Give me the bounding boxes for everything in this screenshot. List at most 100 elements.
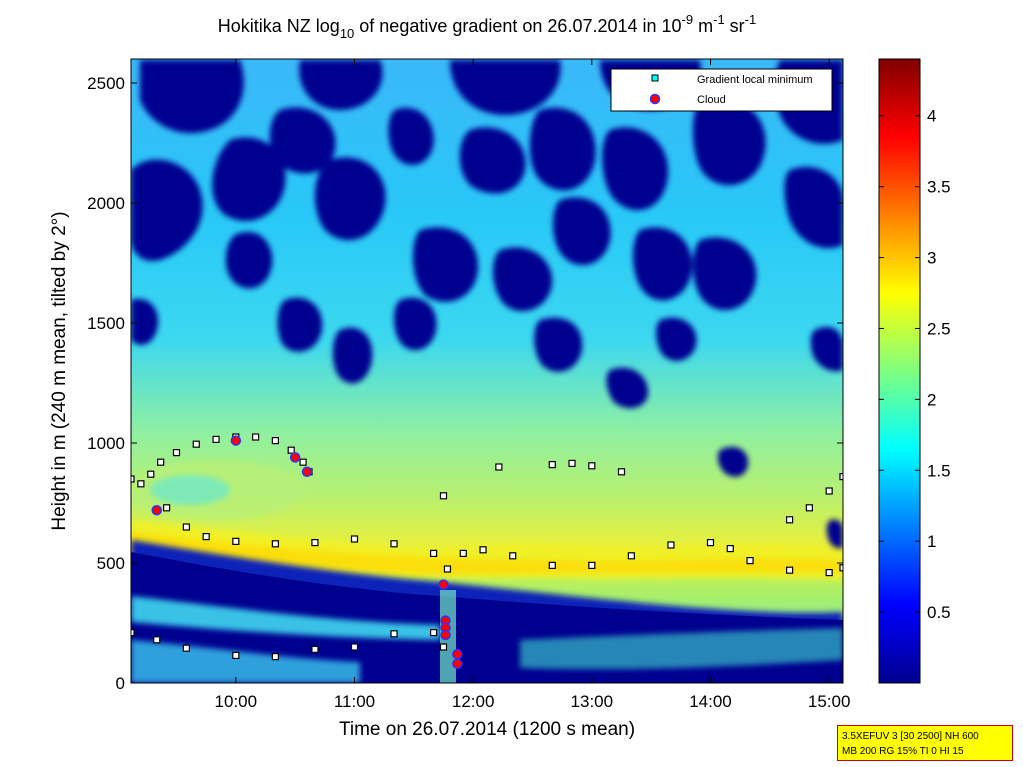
colorbar-tick-label: 2 <box>927 390 936 409</box>
y-tick-label: 2500 <box>87 74 125 93</box>
gradient-minimum-point <box>350 535 359 543</box>
info-line-1: 3.5XEFUV 3 [30 2500] NH 600 <box>842 731 979 742</box>
gradient-minimum-point <box>568 459 576 467</box>
gradient-minimum-point <box>157 458 165 466</box>
x-tick-label: 10:00 <box>215 692 258 711</box>
x-tick-label: 13:00 <box>571 692 614 711</box>
cloud-point <box>289 452 301 463</box>
colorbar-tick-label: 1 <box>927 532 936 551</box>
gradient-minimum-point <box>390 630 398 638</box>
gradient-minimum-point <box>588 561 596 570</box>
colorbar-tick-label: 3.5 <box>927 178 951 197</box>
gradient-minimum-point <box>548 461 556 469</box>
gradient-minimum-point <box>131 628 135 637</box>
gradient-minimum-point <box>390 540 398 548</box>
gradient-minimum-point <box>350 643 359 651</box>
x-tick-label: 14:00 <box>689 692 732 711</box>
colorbar-tick-label: 1.5 <box>927 461 951 480</box>
gradient-minimum-point <box>299 458 307 466</box>
gradient-minimum-point <box>706 538 715 547</box>
gradient-minimum-point <box>153 636 161 644</box>
gradient-minimum-point <box>548 561 556 570</box>
gradient-minimum-point <box>271 652 279 661</box>
gradient-minimum-point <box>443 565 452 573</box>
gradient-minimum-point <box>430 549 438 558</box>
cloud-point <box>151 504 162 516</box>
colorbar-tick-label: 3 <box>927 249 936 268</box>
colorbar-tick-label: 4 <box>927 107 936 126</box>
gradient-minimum-point <box>147 470 155 478</box>
gradient-minimum-point <box>311 538 319 547</box>
legend-cloud-marker <box>649 93 661 105</box>
gradient-minimum-point <box>617 468 626 476</box>
gradient-minimum-point <box>232 537 240 546</box>
gradient-minimum-point <box>131 475 135 483</box>
gradient-minimum-point <box>182 523 190 531</box>
gradient-minimum-point <box>495 463 503 471</box>
info-box: 3.5XEFUV 3 [30 2500] NH 600 MB 200 RG 15… <box>837 725 1013 761</box>
legend: Gradient local minimum Cloud <box>610 68 833 112</box>
y-tick-label: 1500 <box>87 314 125 333</box>
y-tick-label: 2000 <box>87 194 125 213</box>
y-tick-label: 1000 <box>87 434 125 453</box>
gradient-minimum-point <box>202 532 210 541</box>
y-axis: 0 500 1000 1500 2000 2500 <box>87 74 843 693</box>
cloud-point <box>452 658 463 670</box>
cloud-point <box>301 466 313 478</box>
cloud-markers <box>151 435 463 670</box>
gradient-minimum-point <box>627 552 635 560</box>
gradient-minimum-point <box>588 462 596 470</box>
gradient-minimum-point <box>271 437 279 445</box>
gradient-minimum-point <box>172 449 181 457</box>
gradient-minimum-point <box>509 552 517 560</box>
heatmap-field <box>131 59 843 683</box>
gradient-minimum-point <box>439 643 448 651</box>
gradient-minimum-point <box>287 446 295 454</box>
gradient-minimum-point <box>439 492 448 500</box>
cloud-point <box>230 435 242 446</box>
x-tick-label: 11:00 <box>334 692 375 711</box>
gradient-minimum-point <box>271 540 279 548</box>
gradient-minimum-point <box>212 435 220 443</box>
gradient-minimum-point <box>667 541 675 549</box>
colorbar-tick-label: 0.5 <box>927 603 951 622</box>
gradient-minimum-point <box>839 473 843 481</box>
y-tick-label: 500 <box>97 554 125 573</box>
x-axis: 10:00 11:00 12:00 13:00 14:00 15:00 <box>215 59 851 711</box>
gradient-minimum-point <box>252 433 260 441</box>
colorbar-ticks: 0.5 1 1.5 2 2.5 3 3.5 4 <box>879 107 951 622</box>
x-axis-label: Time on 26.07.2014 (1200 s mean) <box>339 719 635 740</box>
x-tick-label: 15:00 <box>808 692 851 711</box>
info-line-2: MB 200 RG 15% TI 0 HI 15 <box>842 746 964 757</box>
legend-label-cloud: Cloud <box>697 94 726 106</box>
gradient-minimum-point <box>479 546 487 554</box>
colorbar-tick-label: 2.5 <box>927 319 951 338</box>
cloud-point <box>452 648 463 660</box>
gradient-minimum-point <box>192 440 200 448</box>
chart-title: Hokitika NZ log10 of negative gradient o… <box>218 12 756 41</box>
cloud-point <box>438 579 449 590</box>
gradient-minimum-point <box>726 544 734 553</box>
gradient-minimum-point <box>805 504 813 512</box>
plot-frame <box>130 58 844 684</box>
gradient-minimum-point <box>746 556 754 565</box>
gradient-minimum-point <box>785 566 794 574</box>
gradient-minimum-point <box>311 645 319 654</box>
gradient-minimum-point <box>839 564 843 572</box>
gradient-minimum-point <box>785 516 794 524</box>
legend-label-minimum: Gradient local minimum <box>697 74 813 86</box>
gradient-minimum-point <box>163 504 171 512</box>
gradient-minimum-point <box>825 568 833 577</box>
y-tick-label: 0 <box>116 674 125 693</box>
colorbar <box>878 58 921 684</box>
y-axis-label: Height in m (240 m mean, tilted by 2°) <box>49 211 70 530</box>
legend-minimum-marker <box>651 74 659 82</box>
gradient-minimum-point <box>232 651 240 660</box>
cloud-point <box>440 629 451 641</box>
gradient-minimum-point <box>182 644 190 652</box>
gradient-minimum-point <box>137 480 145 488</box>
gradient-minimum-point <box>825 487 833 495</box>
gradient-minimum-point <box>459 549 467 558</box>
gradient-minimum-point <box>430 628 438 637</box>
